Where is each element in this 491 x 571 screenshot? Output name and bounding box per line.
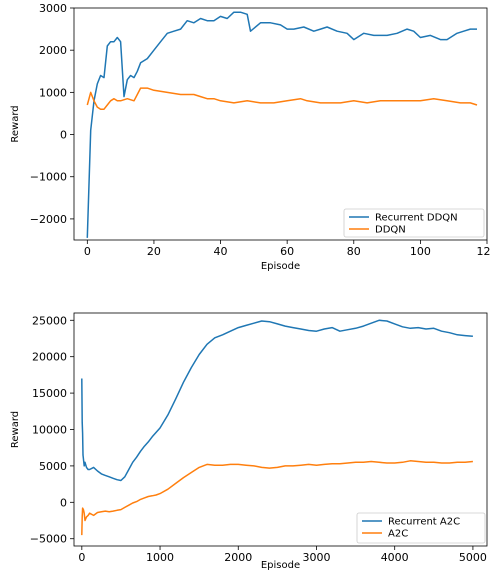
series-line-primary [86,11,477,238]
legend-label: DDQN [375,225,406,236]
x-tick-label: 2000 [224,551,252,564]
x-tick-label: 120 [477,245,491,258]
x-tick-label: 100 [410,245,431,258]
legend-label: A2C [388,529,408,540]
x-tick-label: 40 [214,245,228,258]
y-axis-label: Reward [10,105,21,142]
chart-panel-1: 0 20 40 60 80 100 120 −2000 −1000 0 1000 2000 3000 Ep… [10,2,491,272]
x-tick-label: 1000 [146,551,174,564]
y-tick-label: 0 [60,129,67,142]
x-tick-label: 3000 [302,551,330,564]
x-tick-label: 20 [147,245,161,258]
chart-panel-2: 0 1000 2000 3000 4000 5000 −5000 0 5000 10000 1500… [10,312,488,571]
y-tick-label: 15000 [32,387,67,400]
x-tick-label: 4000 [381,551,409,564]
legend-box [356,512,486,544]
y-axis-label: Reward [10,411,21,448]
x-axis-label: Episode [261,560,300,571]
y-tick-label: 10000 [32,424,67,437]
y-tick-label: 1000 [39,86,67,99]
series-line-primary [81,319,473,482]
series-line-secondary [81,460,473,536]
x-tick-label: 80 [347,245,361,258]
x-tick-label: 0 [78,551,85,564]
series-line-secondary [86,87,478,110]
x-axis-label: Episode [261,261,300,272]
legend-label: Recurrent A2C [388,517,460,528]
legend-box [343,208,485,238]
y-tick-label: 3000 [39,2,67,15]
x-tick-label: 5000 [459,551,487,564]
y-tick-label: 5000 [39,460,67,473]
y-tick-label: −2000 [30,213,67,226]
y-tick-label: 0 [60,496,67,509]
x-tick-label: 60 [280,245,294,258]
plot-frame [73,312,488,547]
x-tick-label: 0 [84,245,91,258]
y-tick-label: 25000 [32,314,67,327]
legend-label: Recurrent DDQN [375,213,458,224]
y-tick-label: 20000 [32,351,67,364]
plot-frame [73,7,488,241]
y-tick-label: −5000 [30,533,67,546]
y-tick-label: −1000 [30,171,67,184]
y-tick-label: 2000 [39,44,67,57]
